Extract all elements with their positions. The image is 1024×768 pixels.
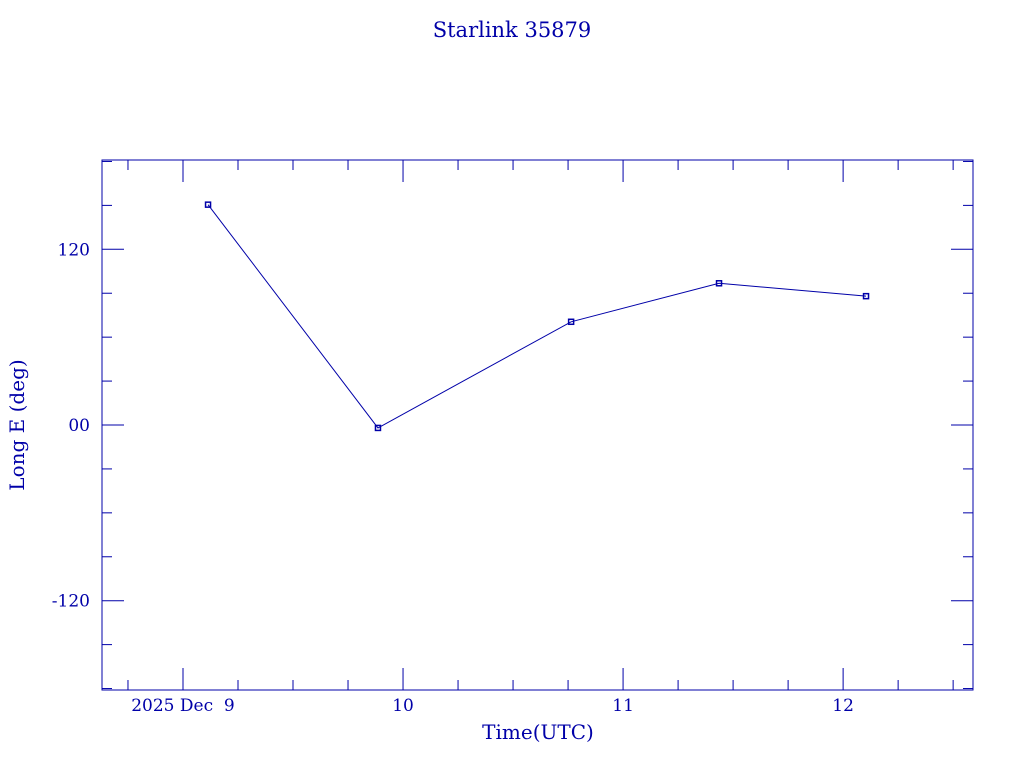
y-axis-label: Long E (deg) bbox=[5, 359, 29, 490]
x-tick-label: 11 bbox=[612, 696, 634, 716]
x-axis-label: Time(UTC) bbox=[482, 720, 594, 744]
data-point bbox=[204, 201, 212, 208]
data-point bbox=[715, 280, 723, 287]
data-point bbox=[862, 292, 870, 300]
plot-frame bbox=[101, 159, 974, 691]
x-tick-label: 2025 Dec 9 bbox=[131, 696, 235, 716]
data-point bbox=[567, 318, 575, 326]
series-line bbox=[204, 201, 870, 432]
series-line-path bbox=[207, 204, 867, 429]
x-tick-label: 10 bbox=[392, 696, 414, 716]
chart-title: Starlink 35879 bbox=[433, 18, 592, 42]
y-tick-label: 120 bbox=[58, 240, 90, 260]
y-tick-label: 00 bbox=[68, 416, 90, 436]
axis-ticks bbox=[102, 160, 973, 690]
data-point bbox=[374, 424, 382, 432]
y-tick-labels: -120 00 120 bbox=[52, 240, 90, 611]
x-tick-labels: 2025 Dec 9 10 11 12 bbox=[131, 696, 854, 716]
y-tick-label: -120 bbox=[52, 592, 90, 612]
x-tick-label: 12 bbox=[832, 696, 854, 716]
